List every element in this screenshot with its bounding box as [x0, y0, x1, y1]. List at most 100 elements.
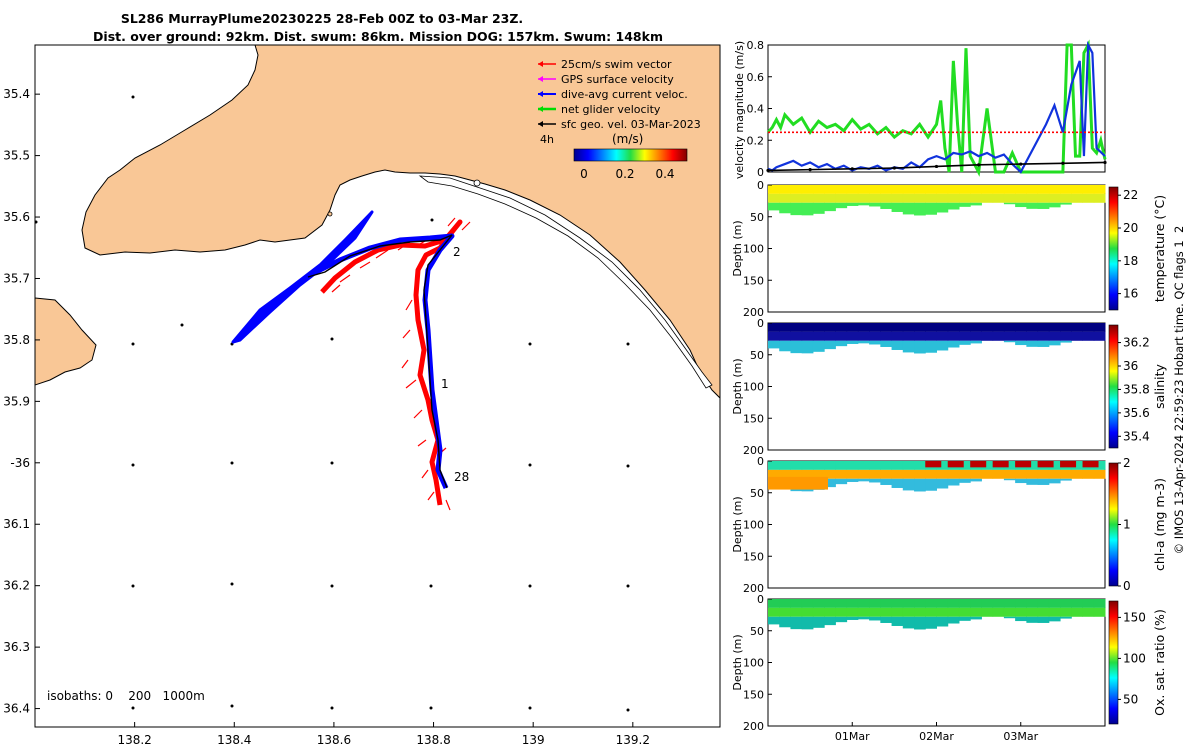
section-cell	[1026, 616, 1039, 623]
section-cell	[846, 461, 859, 470]
section-cell	[947, 616, 960, 624]
section-cell	[1048, 340, 1061, 346]
sfc-geo-vel-grid	[35, 95, 630, 712]
section-cell	[1015, 616, 1027, 622]
section-cell	[869, 461, 881, 470]
section-y-tick-label: 200	[743, 720, 764, 733]
velocity-ylabel: velocity magnitude (m/s)	[733, 41, 746, 179]
land-west	[35, 297, 97, 386]
date-tick-label: 02Mar	[919, 730, 954, 743]
section-cell	[857, 478, 870, 482]
section-cell	[880, 323, 893, 332]
section-cell	[790, 461, 803, 470]
section-cell	[947, 599, 960, 608]
section-cell	[1037, 469, 1050, 479]
section-cell	[1026, 469, 1039, 479]
section-cell	[1060, 331, 1072, 341]
section-y-tick-label: 50	[750, 349, 764, 362]
section-cell	[981, 323, 994, 332]
section-y-tick-label: 150	[743, 274, 764, 287]
section-cell	[1060, 616, 1072, 619]
map-x-tick-label: 139.2	[616, 733, 650, 747]
section-colorbar-label: temperature (°C)	[1152, 195, 1167, 302]
map-y-tick-label: 35.9	[3, 394, 30, 408]
section-cell	[914, 193, 926, 203]
velocity-plot-area	[767, 44, 1106, 173]
colorbar-tick-label: 22	[1123, 188, 1138, 202]
section-cell	[891, 331, 904, 341]
section-cell	[779, 340, 791, 352]
section-cell	[1026, 340, 1039, 347]
map-x-tick-label: 138.4	[217, 733, 251, 747]
section-cell	[992, 461, 1009, 468]
colorbar-tick-label: 150	[1123, 610, 1146, 624]
section-cell	[846, 478, 859, 482]
section-cell	[1003, 616, 1016, 619]
section-cell	[790, 469, 803, 479]
section-cell	[1015, 331, 1027, 341]
velocity-y-tick-label: 0.6	[747, 71, 765, 84]
section-cell	[1037, 185, 1050, 194]
section-cell	[846, 202, 859, 206]
section-cell	[936, 599, 949, 608]
section-cell	[790, 599, 803, 608]
section-cell	[790, 616, 803, 630]
figure-title-line1: SL286 MurrayPlume20230225 28-Feb 00Z to …	[121, 11, 523, 26]
sfc-geo-vel-point	[850, 167, 854, 171]
section-cell	[1003, 599, 1016, 608]
section-cell	[1015, 478, 1027, 484]
section-cell	[925, 469, 937, 479]
section-cell	[801, 461, 814, 470]
section-cell	[981, 185, 994, 194]
section-cell	[947, 478, 960, 486]
section-cell	[1060, 340, 1072, 343]
sfc-geo-vel-point	[977, 163, 981, 167]
section-cell	[835, 469, 848, 479]
section-cell	[992, 331, 1005, 341]
colorbar-tick-0: 0	[580, 167, 588, 181]
section-cell	[1037, 193, 1050, 203]
map-y-tick-label: 35.7	[3, 271, 30, 285]
section-cell	[936, 202, 949, 213]
section-cell	[981, 599, 994, 608]
section-cell	[925, 461, 942, 468]
section-cell	[914, 599, 926, 608]
section-colorbar	[1108, 600, 1119, 725]
section-cell	[801, 607, 814, 617]
section-cell	[902, 478, 915, 491]
section-cell	[1093, 193, 1106, 203]
section-cell	[869, 185, 881, 194]
section-cell	[1060, 461, 1077, 468]
section-cell	[925, 599, 937, 608]
section-panel-2: 0 50 100 150 200 Depth (m) 36.2 36 35.8 35.6 35.4 s…	[731, 317, 1167, 457]
sfc-geo-vel-point	[1019, 162, 1023, 166]
section-cell	[914, 340, 926, 354]
section-cell	[936, 461, 949, 470]
section-cell	[846, 323, 859, 332]
section-cell	[981, 331, 994, 341]
section-cell	[857, 331, 870, 341]
section-cell	[1015, 607, 1027, 617]
section-cell	[947, 607, 960, 617]
section-cell	[869, 331, 881, 341]
section-cell	[1060, 193, 1072, 203]
date-tick-label: 03Mar	[1003, 730, 1038, 743]
section-cell	[1048, 599, 1061, 608]
section-cell	[936, 323, 949, 332]
section-cell	[790, 202, 803, 216]
section-cell	[824, 607, 836, 617]
section-cell	[1071, 469, 1084, 479]
section-colorbar-label: salinity	[1152, 363, 1167, 408]
section-cell	[970, 469, 982, 479]
section-cell	[902, 323, 915, 332]
section-cell	[1003, 323, 1016, 332]
section-y-tick-label: 100	[743, 657, 764, 670]
glider-track-line	[307, 234, 453, 489]
section-cell	[1015, 461, 1032, 468]
section-cell	[1037, 340, 1050, 347]
section-cell	[1015, 599, 1027, 608]
section-cell	[1071, 193, 1084, 203]
track-label-28: 28	[454, 470, 469, 484]
